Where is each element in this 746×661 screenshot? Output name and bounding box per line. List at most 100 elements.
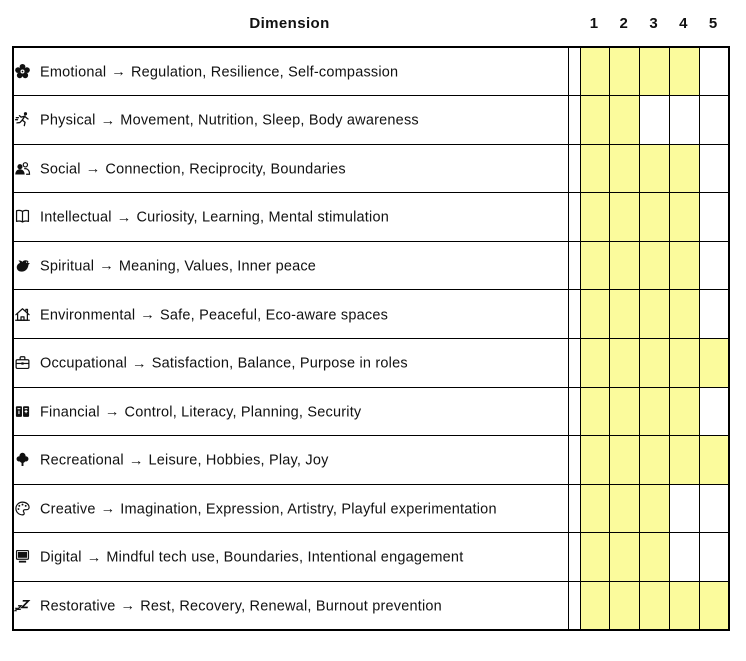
score-cell-1 [579,240,611,291]
dimension-cell: Spiritual → Meaning, Values, Inner peace [12,240,569,291]
score-cell-3 [639,386,670,437]
dimension-label: Digital [40,549,82,566]
dimension-details: Leisure, Hobbies, Play, Joy [148,452,329,469]
spacer-cell [567,143,581,194]
score-cell-1 [579,143,611,194]
score-cell-2 [609,289,641,340]
table-body: Emotional → Regulation, Resilience, Self-c… [12,46,730,631]
score-cell-3 [639,581,670,631]
dimension-details: Control, Literacy, Planning, Security [124,404,362,421]
spacer-cell [567,240,581,291]
people-icon [14,160,31,177]
dimension-row: Intellectual → Curiosity, Learning, Mental… [12,192,730,242]
arrow-separator: → [120,598,136,615]
dimension-label: Creative [40,501,96,518]
score-cell-2 [609,581,641,631]
score-cell-5 [698,289,730,340]
dimension-cell: Restorative → Rest, Recovery, Renewal, Bur… [12,581,569,631]
dimension-cell: Environmental → Safe, Peaceful, Eco-aware … [12,289,569,340]
dimension-cell: Financial → Control, Literacy, Planning, S… [12,386,569,437]
score-cell-2 [609,532,641,583]
score-cell-5 [698,192,730,242]
spacer-cell [567,95,581,145]
runner-icon [14,111,31,128]
spacer-cell [567,289,581,340]
score-cell-3 [639,435,670,485]
arrow-separator: → [140,307,155,324]
computer-icon [14,548,31,565]
score-column-header-2: 2 [619,14,628,32]
score-cell-1 [579,192,611,242]
score-cell-2 [609,386,641,437]
dimension-row: Creative → Imagination, Expression, Artist… [12,483,730,534]
score-cell-2 [609,483,641,534]
score-cell-1 [579,532,611,583]
score-cell-3 [639,95,670,145]
score-cell-5 [698,143,730,194]
score-cell-1 [579,46,611,97]
score-cell-1 [579,581,611,631]
dimension-details: Safe, Peaceful, Eco-aware spaces [160,307,389,324]
arrow-separator: → [100,501,116,518]
score-cell-5 [698,386,730,437]
score-cell-5 [698,95,730,145]
score-cell-5 [698,435,730,485]
dimension-details: Connection, Reciprocity, Boundaries [105,161,346,178]
score-cell-3 [639,338,670,388]
score-cell-4 [668,95,700,145]
dimensions-table: Emotional → Regulation, Resilience, Self-c… [12,46,730,632]
score-cell-4 [668,192,700,242]
score-column-header-1: 1 [589,14,599,32]
dimension-details: Meaning, Values, Inner peace [118,258,317,275]
dimension-row: Recreational → Leisure, Hobbies, Play, Joy [12,435,730,485]
dimension-label: Intellectual [40,209,112,226]
tree-icon [14,451,31,468]
score-cell-4 [668,143,700,194]
dimension-row: Social → Connection, Reciprocity, Boundari… [12,143,730,194]
score-cell-5 [698,483,730,534]
score-cell-2 [609,192,641,242]
score-cell-5 [698,338,730,388]
dimension-row: Spiritual → Meaning, Values, Inner peace [12,240,730,291]
score-cell-4 [668,46,700,97]
dimension-details: Rest, Recovery, Renewal, Burnout prevent… [140,598,442,615]
dimension-cell: Emotional → Regulation, Resilience, Self-c… [12,46,569,97]
dimension-cell: Occupational → Satisfaction, Balance, Purp… [12,338,569,388]
score-cell-3 [639,143,670,194]
table-header: Dimension 1 2 3 4 5 [12,0,728,46]
score-cell-5 [698,240,730,291]
score-cell-3 [639,240,670,291]
dimension-label: Financial [40,404,100,421]
dimension-label: Physical [40,112,96,129]
score-cell-1 [579,483,611,534]
open-book-icon [14,208,31,225]
spacer-cell [567,483,581,534]
spacer-cell [567,435,581,485]
briefcase-icon [14,354,31,371]
score-cell-2 [609,338,641,388]
dimension-label: Restorative [40,598,116,615]
arrow-separator: → [100,112,116,129]
dimension-label: Environmental [40,307,136,324]
dimension-label: Recreational [40,452,124,469]
dimension-details: Mindful tech use, Boundaries, Intentiona… [106,549,464,566]
score-cell-5 [698,581,730,631]
score-cell-2 [609,143,641,194]
dove-icon [14,257,31,274]
spacer-cell [567,46,581,97]
dimension-row: Financial → Control, Literacy, Planning, S… [12,386,730,437]
score-cell-2 [609,95,641,145]
ledger-icon [14,403,31,420]
dimension-details: Imagination, Expression, Artistry, Playf… [120,501,497,518]
score-cell-4 [668,338,700,388]
arrow-separator: → [132,355,147,372]
dimension-row: Physical → Movement, Nutrition, Sleep, Bod… [12,95,730,145]
score-cell-4 [668,289,700,340]
score-cell-4 [668,240,700,291]
dimension-row: Digital → Mindful tech use, Boundaries, In… [12,532,730,583]
dimension-details: Movement, Nutrition, Sleep, Body awarene… [120,112,419,129]
dimension-cell: Physical → Movement, Nutrition, Sleep, Bod… [12,95,569,145]
score-cell-3 [639,483,670,534]
score-column-header-5: 5 [708,14,718,32]
